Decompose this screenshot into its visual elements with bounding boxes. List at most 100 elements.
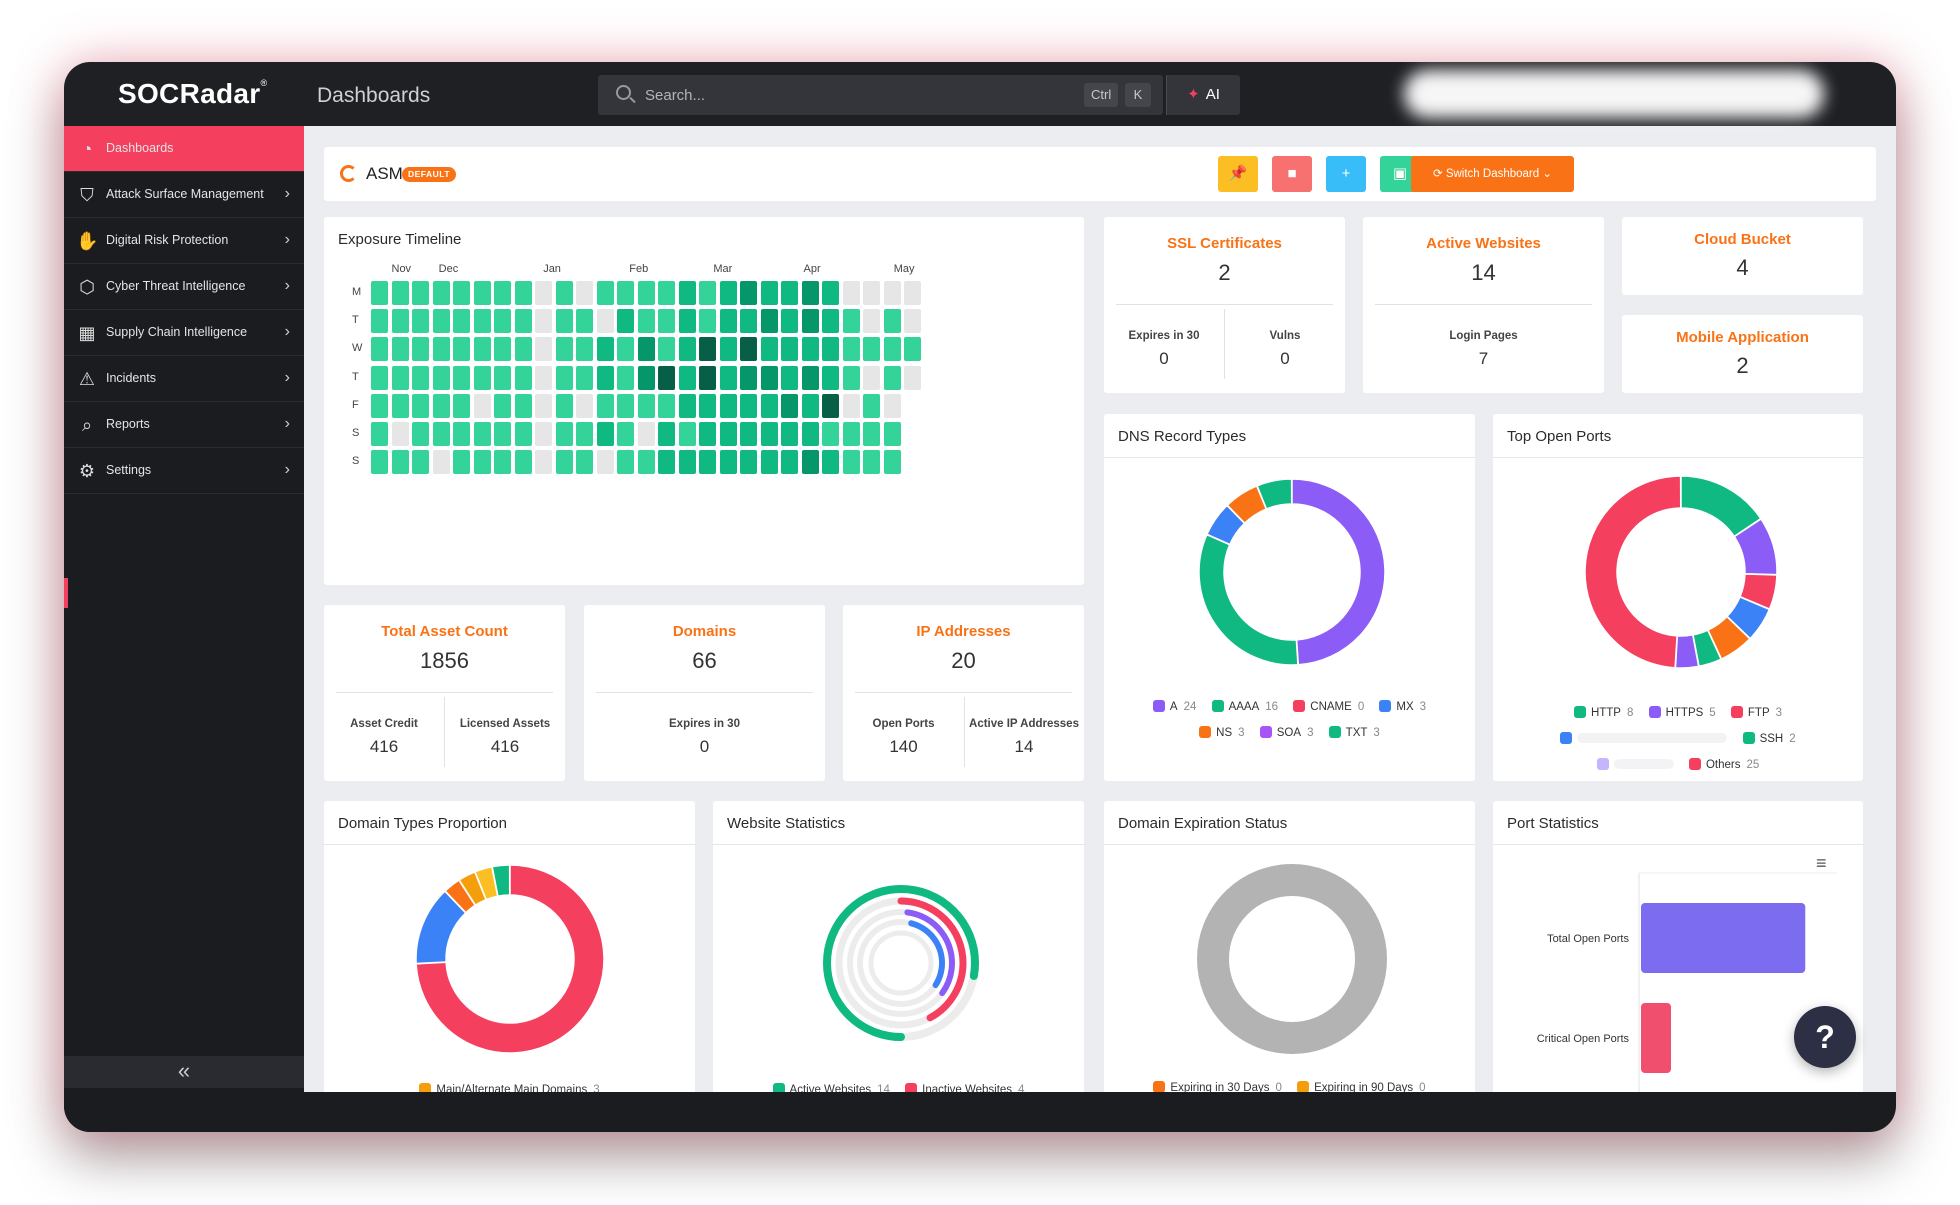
heatmap-cell[interactable] [514,281,532,305]
heatmap-cell[interactable] [596,393,614,418]
heatmap-cell[interactable] [555,337,573,362]
heatmap-cell[interactable] [596,309,614,334]
heatmap-cell[interactable] [473,281,491,305]
heatmap-cell[interactable] [781,281,798,305]
heatmap-cell[interactable] [699,393,716,418]
heatmap-cell[interactable] [412,365,429,390]
heatmap-cell[interactable] [535,450,552,475]
heatmap-cell[interactable] [535,337,552,362]
heatmap-cell[interactable] [740,393,757,418]
dns-slice-a[interactable] [1291,478,1386,666]
heatmap-cell[interactable] [781,337,798,362]
heatmap-cell[interactable] [699,337,716,362]
heatmap-cell[interactable] [391,393,409,418]
heatmap-cell[interactable] [740,281,757,305]
heatmap-cell[interactable] [576,337,593,362]
heatmap-cell[interactable] [842,393,860,418]
ai-button[interactable]: ✦ AI [1166,75,1240,115]
heatmap-cell[interactable] [637,309,655,334]
dns-slice-txt[interactable] [1256,478,1293,510]
heatmap-cell[interactable] [514,450,532,475]
heatmap-cell[interactable] [494,281,511,305]
heatmap-cell[interactable] [596,281,614,305]
heatmap-cell[interactable] [822,337,839,362]
heatmap-cell[interactable] [391,422,409,446]
heatmap-cell[interactable] [494,309,511,334]
heatmap-cell[interactable] [658,450,675,475]
heatmap-cell[interactable] [371,281,388,305]
heatmap-cell[interactable] [781,309,798,334]
heatmap-cell[interactable] [842,365,860,390]
sidebar-item-digital-risk-protection[interactable]: ✋ Digital Risk Protection › [64,218,304,264]
heatmap-cell[interactable] [699,422,716,446]
switch-dashboard-button[interactable]: ⟳ Switch Dashboard ⌄ [1411,156,1574,192]
heatmap-cell[interactable] [842,281,860,305]
heatmap-cell[interactable] [473,422,491,446]
heatmap-cell[interactable] [781,450,798,475]
legend-item-ns[interactable]: NS 3 [1199,720,1245,746]
dns-slice-aaaa[interactable] [1198,533,1299,666]
heatmap-cell[interactable] [617,365,634,390]
legend-item-cname[interactable]: CNAME 0 [1293,694,1364,720]
heatmap-cell[interactable] [453,422,470,446]
heatmap-cell[interactable] [576,365,593,390]
website-arc[interactable] [851,913,951,1013]
heatmap-cell[interactable] [781,365,798,390]
heatmap-cell[interactable] [514,337,532,362]
heatmap-cell[interactable] [617,337,634,362]
heatmap-cell[interactable] [555,450,573,475]
heatmap-cell[interactable] [678,450,696,475]
heatmap-cell[interactable] [740,337,757,362]
heatmap-cell[interactable] [904,309,921,334]
heatmap-cell[interactable] [494,450,511,475]
active-websites-arc[interactable] [823,885,979,1041]
heatmap-cell[interactable] [371,393,388,418]
heatmap-cell[interactable] [576,450,593,475]
domain-type-slice[interactable] [415,864,605,1054]
legend-item-mx[interactable]: MX 3 [1379,694,1426,720]
heatmap-cell[interactable] [473,365,491,390]
add-widget-button[interactable]: + [1326,156,1366,192]
heatmap-cell[interactable] [822,422,839,446]
heatmap-cell[interactable] [719,393,737,418]
heatmap-cell[interactable] [412,281,429,305]
heatmap-cell[interactable] [617,281,634,305]
heatmap-cell[interactable] [863,422,880,446]
heatmap-cell[interactable] [863,281,880,305]
heatmap-cell[interactable] [617,422,634,446]
heatmap-cell[interactable] [555,309,573,334]
heatmap-cell[interactable] [412,309,429,334]
heatmap-cell[interactable] [576,422,593,446]
heatmap-cell[interactable] [473,337,491,362]
heatmap-cell[interactable] [514,393,532,418]
heatmap-cell[interactable] [822,450,839,475]
heatmap-cell[interactable] [535,281,552,305]
heatmap-cell[interactable] [760,309,778,334]
heatmap-cell[interactable] [740,365,757,390]
heatmap-cell[interactable] [801,365,819,390]
heatmap-cell[interactable] [678,393,696,418]
heatmap-cell[interactable] [883,450,901,475]
heatmap-cell[interactable] [596,422,614,446]
heatmap-cell[interactable] [678,281,696,305]
heatmap-cell[interactable] [842,422,860,446]
heatmap-cell[interactable] [801,281,819,305]
heatmap-cell[interactable] [514,309,532,334]
heatmap-cell[interactable] [371,337,388,362]
legend-item-ftp[interactable]: FTP 3 [1730,700,1782,726]
sidebar-item-settings[interactable]: ⚙ Settings › [64,448,304,494]
heatmap-cell[interactable] [904,281,921,305]
sidebar-item-cyber-threat-intelligence[interactable]: ⬡ Cyber Threat Intelligence › [64,264,304,310]
legend-item-others[interactable]: Others 25 [1688,752,1759,778]
heatmap-cell[interactable] [658,309,675,334]
heatmap-cell[interactable] [760,393,778,418]
heatmap-cell[interactable] [371,309,388,334]
sidebar-item-reports[interactable]: ⌕ Reports › [64,402,304,448]
heatmap-cell[interactable] [883,365,901,390]
heatmap-cell[interactable] [412,422,429,446]
heatmap-cell[interactable] [658,281,675,305]
legend-item-txt[interactable]: TXT 3 [1328,720,1380,746]
heatmap-cell[interactable] [432,309,450,334]
heatmap-cell[interactable] [842,337,860,362]
inactive-websites-arc[interactable] [835,897,967,1029]
